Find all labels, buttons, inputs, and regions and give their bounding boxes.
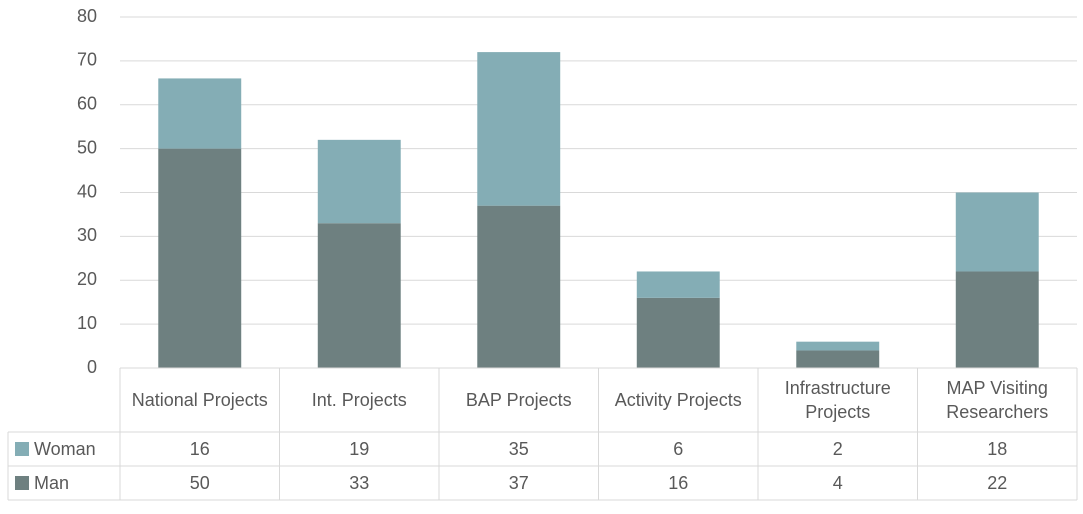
x-tick-label: Infrastructure Projects	[784, 378, 891, 422]
table-value: 33	[349, 473, 369, 493]
bar-segment	[955, 271, 1039, 368]
bar-segment	[158, 78, 242, 149]
table-value: 2	[833, 439, 843, 459]
y-tick-label: 50	[77, 137, 97, 157]
table-value: 16	[190, 439, 210, 459]
x-tick-label: MAP Visiting Researchers	[946, 378, 1049, 422]
table-value: 4	[833, 473, 843, 493]
legend-swatch	[15, 476, 29, 490]
bar-segment	[955, 192, 1039, 272]
bar-segment	[796, 350, 880, 368]
y-tick-label: 80	[77, 6, 97, 26]
legend-swatch	[15, 442, 29, 456]
table-value: 18	[987, 439, 1007, 459]
x-tick-label: BAP Projects	[465, 390, 572, 410]
legend-label: Man	[34, 473, 69, 493]
legend-label: Woman	[34, 439, 96, 459]
bar-segment	[317, 139, 401, 224]
table-value: 19	[349, 439, 369, 459]
bar-segment	[636, 271, 720, 298]
table-value: 22	[987, 473, 1007, 493]
table-value: 35	[509, 439, 529, 459]
bar-segment	[477, 205, 561, 368]
x-tick-label: National Projects	[131, 390, 268, 410]
y-tick-label: 30	[77, 225, 97, 245]
y-tick-label: 60	[77, 94, 97, 114]
bar-segment	[796, 341, 880, 351]
bar-segment	[477, 52, 561, 206]
y-tick-label: 20	[77, 269, 97, 289]
table-value: 16	[668, 473, 688, 493]
x-tick-label: Activity Projects	[614, 390, 742, 410]
y-tick-label: 70	[77, 50, 97, 70]
table-value: 37	[509, 473, 529, 493]
y-tick-label: 40	[77, 181, 97, 201]
bar-segment	[636, 297, 720, 368]
x-tick-label: Int. Projects	[311, 390, 407, 410]
table-value: 6	[673, 439, 683, 459]
bar-segment	[317, 223, 401, 368]
y-tick-label: 0	[87, 357, 97, 377]
y-tick-label: 10	[77, 313, 97, 333]
bar-segment	[158, 148, 242, 368]
table-value: 50	[190, 473, 210, 493]
